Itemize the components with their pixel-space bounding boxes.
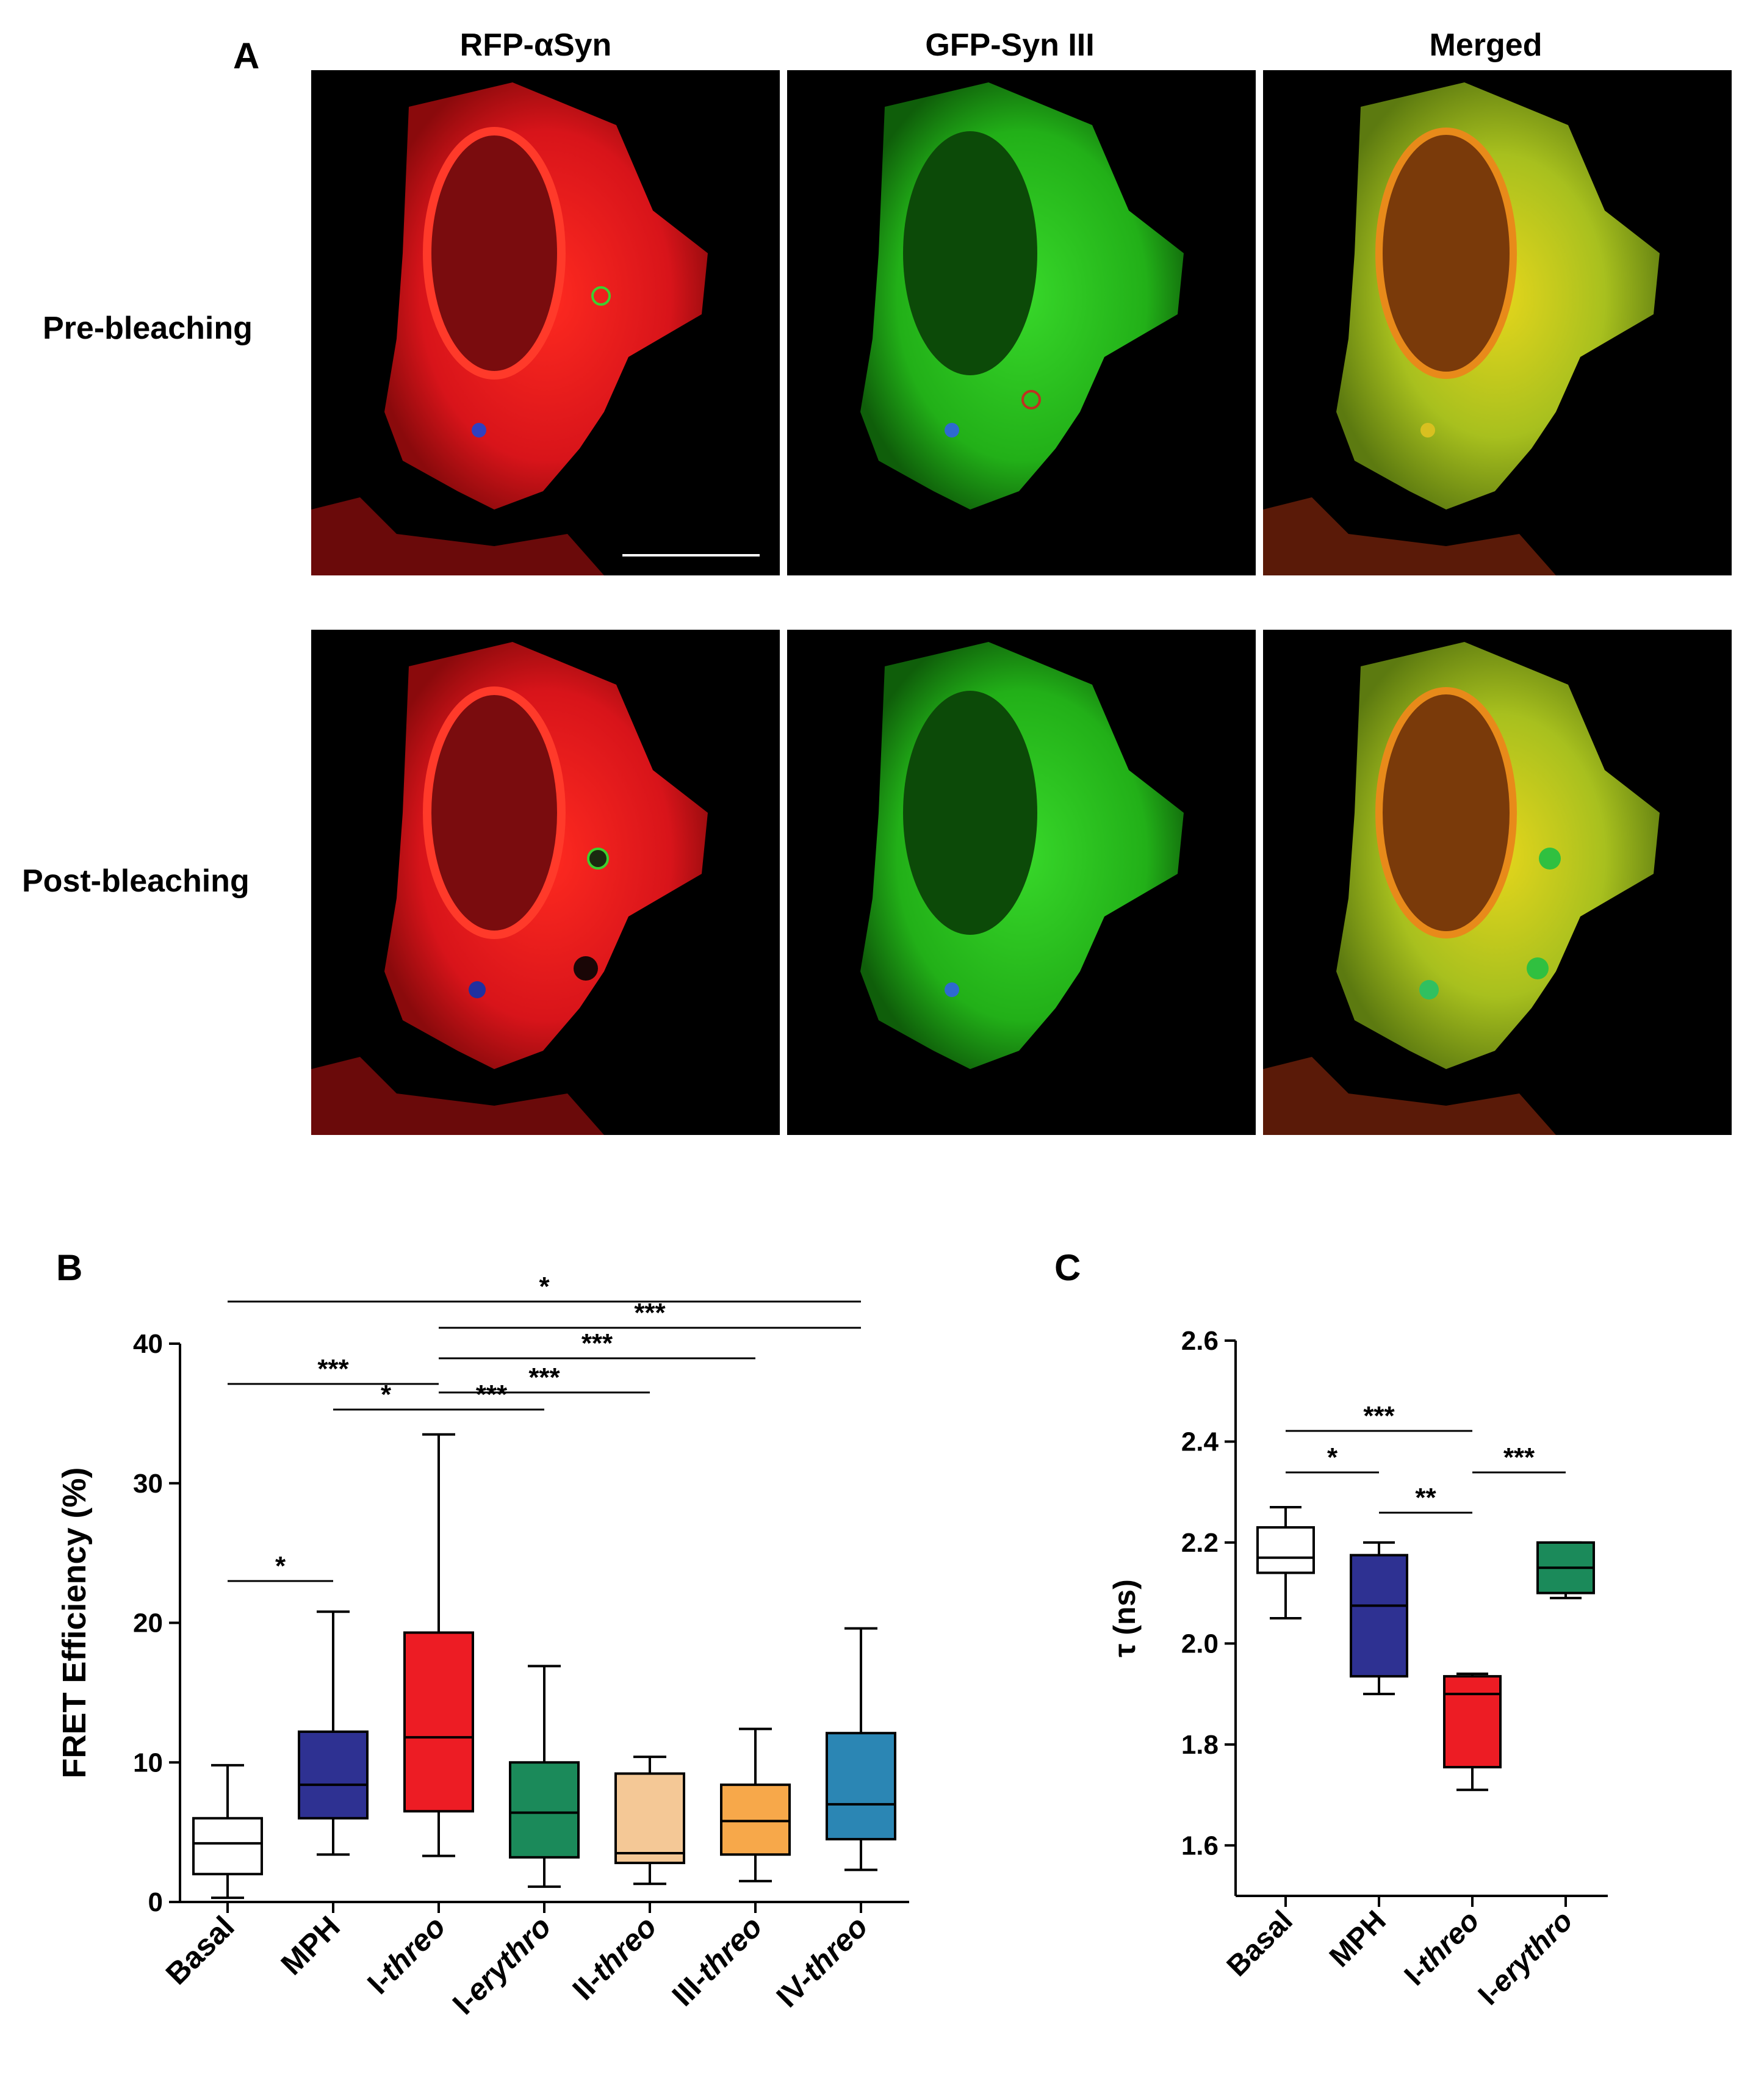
x-category-label: MPH (275, 1909, 347, 1981)
x-category-label: Basal (159, 1909, 241, 1991)
box-i-erythro (1536, 1541, 1595, 1599)
x-category-label: II-threo (566, 1909, 663, 2006)
significance-star: *** (581, 1328, 613, 1358)
significance-star: *** (317, 1354, 349, 1384)
box-basal (1256, 1506, 1315, 1619)
y-tick-label: 1.6 (1181, 1831, 1219, 1860)
significance-bar: * (228, 1272, 861, 1303)
box-iqr (298, 1730, 369, 1820)
significance-bar: *** (228, 1354, 439, 1385)
x-category-label: III-threo (666, 1909, 769, 2012)
y-tick-label: 1.8 (1181, 1730, 1219, 1760)
significance-star: *** (634, 1298, 666, 1328)
significance-bar: * (333, 1380, 439, 1411)
y-axis-label: FRET Efficiency (%) (56, 1467, 93, 1778)
x-category-label: I-erythro (446, 1909, 558, 2021)
box-iqr (1256, 1526, 1315, 1574)
y-tick-label: 2.4 (1181, 1427, 1219, 1457)
significance-bar: *** (439, 1298, 861, 1329)
box-iv-threo (826, 1627, 896, 1871)
significance-star: *** (1503, 1443, 1535, 1472)
significance-star: * (275, 1551, 286, 1581)
row-label-pre-bleaching: Pre-bleaching (43, 311, 253, 346)
box-iqr (192, 1817, 263, 1876)
box-ii-threo (614, 1756, 685, 1886)
box-iqr (1350, 1554, 1408, 1678)
significance-bar: * (228, 1551, 333, 1582)
significance-bar: ** (1379, 1483, 1472, 1514)
box-iqr (826, 1732, 896, 1841)
box-basal (192, 1763, 263, 1900)
significance-bar: *** (439, 1328, 755, 1360)
box-iqr (403, 1631, 474, 1813)
box-mph (298, 1610, 369, 1856)
significance-bar: * (1286, 1443, 1379, 1474)
significance-star: *** (528, 1363, 560, 1392)
image-post-gfp (787, 630, 1256, 1135)
significance-bar: *** (1286, 1401, 1472, 1432)
box-i-erythro (509, 1665, 580, 1888)
x-category-label: I-erythro (1472, 1904, 1579, 2011)
image-post-merged (1263, 630, 1732, 1135)
significance-star: * (539, 1272, 550, 1302)
box-iii-threo (720, 1727, 791, 1882)
significance-bar: *** (439, 1363, 650, 1394)
image-pre-gfp (787, 70, 1256, 575)
box-mph (1350, 1541, 1408, 1696)
significance-bar: *** (439, 1380, 544, 1411)
significance-star: *** (1363, 1401, 1395, 1431)
panel-label-a: A (233, 35, 260, 76)
image-post-rfp (311, 630, 780, 1135)
significance-star: * (381, 1380, 392, 1410)
box-i-threo (403, 1433, 474, 1857)
x-category-label: Basal (1221, 1904, 1299, 1983)
image-pre-merged (1263, 70, 1732, 575)
box-iqr (509, 1761, 580, 1859)
y-tick-label: 40 (133, 1329, 163, 1359)
significance-star: * (1327, 1443, 1338, 1472)
x-category-label: I-threo (1399, 1904, 1486, 1992)
panel-label-b: B (56, 1247, 83, 1288)
box-i-threo (1443, 1673, 1502, 1792)
row-label-post-bleaching: Post-bleaching (22, 863, 250, 899)
box-iqr (720, 1783, 791, 1856)
box-iqr (1443, 1675, 1502, 1769)
column-title-rfp: RFP-αSyn (459, 27, 612, 63)
y-axis-label: τ (ns) (1107, 1579, 1142, 1657)
box-iqr (614, 1772, 685, 1864)
box-iqr (1536, 1541, 1595, 1594)
x-category-label: IV-threo (770, 1909, 874, 2014)
y-tick-label: 30 (133, 1469, 163, 1499)
column-title-gfp: GFP-Syn III (925, 27, 1095, 63)
y-tick-label: 2.6 (1181, 1326, 1219, 1356)
y-tick-label: 0 (148, 1887, 163, 1917)
significance-star: *** (476, 1380, 508, 1410)
image-pre-rfp (311, 70, 780, 575)
y-tick-label: 2.0 (1181, 1629, 1219, 1659)
panel-label-c: C (1054, 1247, 1081, 1288)
significance-bar: *** (1472, 1443, 1566, 1474)
x-category-label: MPH (1323, 1904, 1392, 1973)
y-tick-label: 20 (133, 1608, 163, 1638)
x-category-label: I-threo (361, 1909, 452, 2001)
column-title-merged: Merged (1429, 27, 1543, 63)
y-tick-label: 2.2 (1181, 1528, 1219, 1558)
y-tick-label: 10 (133, 1748, 163, 1778)
significance-star: ** (1415, 1483, 1436, 1513)
